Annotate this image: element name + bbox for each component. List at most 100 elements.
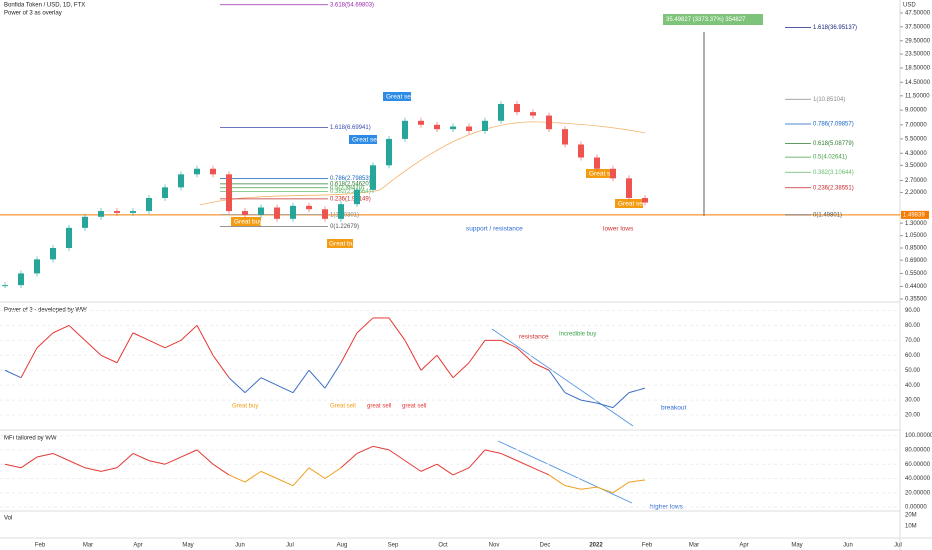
indicator-line: [580, 399, 598, 404]
indicator-line: [548, 369, 566, 393]
indicator-line: [404, 460, 422, 472]
candle: [210, 168, 216, 175]
candle: [274, 207, 280, 219]
signal-box: [586, 169, 614, 178]
candle: [98, 211, 104, 217]
y-tick-label: 5.50000: [905, 136, 927, 142]
candle: [418, 120, 424, 125]
indicator-line: [500, 453, 518, 462]
pane-title: Vol: [4, 516, 12, 522]
candle: [178, 174, 184, 188]
x-tick-label: Apr: [133, 543, 142, 549]
indicator-line: [276, 478, 294, 487]
fib-label: 1(1.50301): [330, 212, 359, 218]
indicator-line: [596, 402, 614, 409]
y-tick-label: 0.69000: [905, 258, 927, 264]
candle: [450, 126, 456, 130]
y-tick-label: 18.50000: [905, 66, 931, 72]
candle: [402, 120, 408, 139]
candle: [530, 112, 536, 116]
indicator-line: [308, 467, 326, 479]
indicator-line: [308, 369, 326, 389]
indicator-line: [468, 340, 486, 364]
indicator-line: [436, 463, 454, 476]
candle: [594, 157, 600, 169]
candle: [162, 187, 168, 199]
measure-label: 35.49827 (3373.37%) 354827: [666, 17, 746, 23]
candle: [194, 168, 200, 175]
indicator-line: [36, 452, 54, 458]
fib-label: 0.786(2.79853): [330, 176, 371, 182]
y-tick-label: 70.00: [905, 338, 921, 344]
x-tick-label: Nov: [489, 543, 500, 549]
symbol-title: Bonfida Token / USD, 1D, FTX: [4, 3, 85, 9]
indicator-line: [420, 463, 438, 472]
indicator-line: [532, 362, 550, 371]
indicator-line: [132, 453, 150, 462]
indicator-line: [452, 467, 470, 476]
indicator-line: [436, 355, 454, 378]
x-tick-label: Jul: [286, 543, 294, 549]
y-tick-label: 80.00: [905, 323, 921, 329]
y-tick-label: 4.30000: [905, 151, 927, 157]
y-tick-label: 3.50000: [905, 163, 927, 169]
indicator-line: [116, 453, 134, 469]
y-tick-label: 20.00: [905, 413, 921, 419]
fib-label: 0(1.22679): [330, 224, 359, 230]
x-tick-label: May: [791, 543, 802, 549]
y-tick-label: 40.00: [905, 383, 921, 389]
candle: [50, 247, 56, 260]
indicator-line: [36, 332, 54, 349]
candle: [146, 198, 152, 212]
trend-line: [497, 440, 633, 504]
indicator-line: [420, 354, 438, 371]
x-tick-label: Feb: [35, 543, 46, 549]
y-tick-label: 60.00000: [905, 462, 931, 468]
x-tick-label: Aug: [337, 543, 348, 549]
signal-box: [231, 217, 261, 226]
indicator-line: [484, 449, 502, 454]
y-tick-label: 7.00000: [905, 122, 927, 128]
candle: [434, 124, 440, 130]
fib-label: 0.618(2.54620): [330, 181, 371, 187]
indicator-line: [564, 392, 582, 401]
y-tick-label: 0.00000: [905, 505, 927, 511]
y-tick-label: 0.44000: [905, 284, 927, 290]
y-tick-label: 40.00000: [905, 476, 931, 482]
fib-label: 0.5(2.38470): [330, 185, 364, 191]
annotation: Great sell: [618, 201, 646, 208]
candle: [562, 129, 568, 145]
y-tick-label: 60.00: [905, 353, 921, 359]
indicator-line: [20, 456, 38, 469]
indicator-line: [532, 467, 550, 476]
candle: [2, 285, 8, 287]
indicator-line: [612, 481, 630, 494]
indicator-line: [372, 445, 390, 451]
indicator-line: [68, 325, 86, 341]
indicator-line: [628, 387, 646, 394]
candle: [482, 120, 488, 131]
indicator-line: [500, 339, 518, 349]
annotation: Great sell: [352, 137, 380, 144]
annotation: Great sell: [330, 404, 356, 410]
candle: [578, 144, 584, 158]
indicator-line: [180, 325, 198, 341]
indicator-line: [164, 339, 182, 349]
candle: [66, 227, 72, 248]
indicator-line: [164, 456, 182, 465]
indicator-line: [52, 324, 70, 334]
candle: [514, 103, 520, 113]
x-tick-label: Jul: [894, 543, 902, 549]
annotation: Great buy: [329, 241, 358, 248]
y-tick-label: 47.50000: [905, 11, 931, 17]
fib-label: 0.5(4.02641): [813, 155, 847, 161]
x-tick-label: Mar: [689, 543, 699, 549]
y-tick-label: 80.00000: [905, 447, 931, 453]
indicator-line: [468, 449, 486, 469]
indicator-line: [148, 339, 166, 349]
candle: [290, 205, 296, 219]
indicator-line: [516, 460, 534, 469]
y-tick-label: 90.00: [905, 308, 921, 314]
indicator-line: [580, 486, 598, 490]
